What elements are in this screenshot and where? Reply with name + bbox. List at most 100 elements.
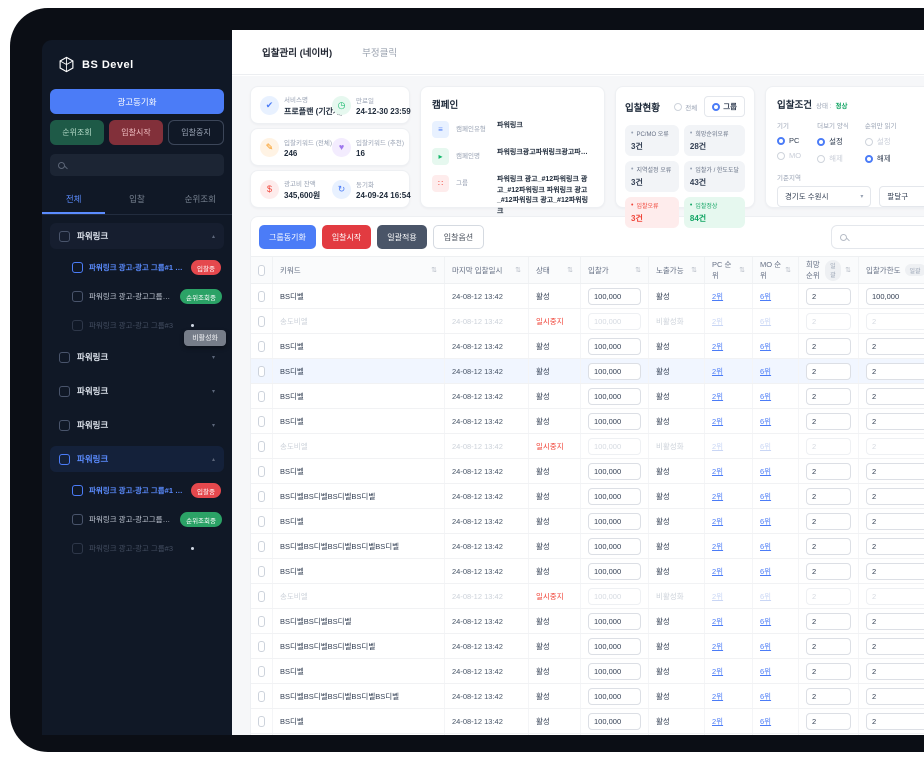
row-checkbox[interactable] xyxy=(258,615,265,627)
bid-price-input[interactable] xyxy=(588,537,641,555)
chevron-down-icon[interactable]: ▾ xyxy=(211,354,215,361)
bid-price-input[interactable] xyxy=(588,487,641,505)
row-checkbox[interactable] xyxy=(258,315,265,327)
mo-rank-link[interactable]: 6위 xyxy=(760,466,772,476)
bid-limit-input[interactable] xyxy=(866,637,924,655)
pc-rank-link[interactable]: 2위 xyxy=(712,491,724,501)
row-checkbox[interactable] xyxy=(258,340,265,352)
mo-rank-link[interactable]: 6위 xyxy=(760,291,772,301)
bid-limit-input[interactable] xyxy=(866,537,924,555)
mo-rank-link[interactable]: 6위 xyxy=(760,416,772,426)
region-district-select[interactable]: 팔달구 xyxy=(879,186,924,207)
table-search-input[interactable] xyxy=(831,225,924,249)
bid-limit-input[interactable] xyxy=(866,712,924,730)
radio-group[interactable]: 그룹 xyxy=(704,96,745,117)
row-checkbox[interactable] xyxy=(258,640,265,652)
pc-rank-link[interactable]: 2위 xyxy=(712,516,724,526)
tab-bid[interactable]: 입찰 xyxy=(129,194,145,204)
bid-option-button[interactable]: 입찰옵션 xyxy=(432,225,485,249)
mo-rank-link[interactable]: 6위 xyxy=(760,616,772,626)
desired-rank-input[interactable] xyxy=(806,312,851,330)
bid-limit-input[interactable] xyxy=(866,512,924,530)
pc-rank-link[interactable]: 2위 xyxy=(712,666,724,676)
tree-group[interactable]: 파워링크 ▾ xyxy=(50,344,224,370)
pc-rank-link[interactable]: 2위 xyxy=(712,291,724,301)
desired-rank-input[interactable] xyxy=(806,687,851,705)
pc-rank-link[interactable]: 2위 xyxy=(712,591,724,601)
pc-rank-link[interactable]: 2위 xyxy=(712,416,724,426)
select-all-checkbox[interactable] xyxy=(258,264,265,276)
row-checkbox[interactable] xyxy=(258,390,265,402)
mo-rank-link[interactable]: 6위 xyxy=(760,541,772,551)
bid-limit-input[interactable] xyxy=(866,687,924,705)
group-checkbox[interactable] xyxy=(59,230,70,242)
mo-rank-link[interactable]: 6위 xyxy=(760,316,772,326)
pc-rank-link[interactable]: 2위 xyxy=(712,366,724,376)
ad-sync-button[interactable]: 광고동기화 xyxy=(50,89,224,114)
sort-icon[interactable]: ⇅ xyxy=(845,267,851,274)
radio-unset[interactable]: 해제 xyxy=(864,153,897,164)
mo-rank-link[interactable]: 6위 xyxy=(760,591,772,601)
desired-rank-input[interactable] xyxy=(806,712,851,730)
radio-pc[interactable]: PC xyxy=(777,136,801,145)
bid-limit-input[interactable] xyxy=(866,487,924,505)
bulk-apply-button[interactable]: 일괄적용 xyxy=(377,225,427,249)
row-checkbox[interactable] xyxy=(258,715,265,727)
tree-item[interactable]: 파워링크 광고-광고그룹#2 파워링크... 순위조회중 xyxy=(72,505,222,534)
item-checkbox[interactable] xyxy=(72,514,83,525)
mo-rank-link[interactable]: 6위 xyxy=(760,716,772,726)
bid-price-input[interactable] xyxy=(588,287,641,305)
pc-rank-link[interactable]: 2위 xyxy=(712,341,724,351)
group-sync-button[interactable]: 그룹동기화 xyxy=(259,225,316,249)
desired-rank-input[interactable] xyxy=(806,362,851,380)
mo-rank-link[interactable]: 6위 xyxy=(760,441,772,451)
mo-rank-link[interactable]: 6위 xyxy=(760,666,772,676)
bid-limit-input[interactable] xyxy=(866,612,924,630)
row-checkbox[interactable] xyxy=(258,665,265,677)
tree-item[interactable]: 파워링크 광고-광고 그룹#1 파워링크... 입찰중 xyxy=(72,253,222,282)
bid-price-input[interactable] xyxy=(588,337,641,355)
pc-rank-link[interactable]: 2위 xyxy=(712,466,724,476)
chevron-down-icon[interactable]: ▾ xyxy=(211,422,215,429)
row-checkbox[interactable] xyxy=(258,415,265,427)
chevron-up-icon[interactable]: ▴ xyxy=(211,456,215,463)
bid-limit-input[interactable] xyxy=(866,462,924,480)
mo-rank-link[interactable]: 6위 xyxy=(760,391,772,401)
desired-rank-input[interactable] xyxy=(806,512,851,530)
sort-icon[interactable]: ⇅ xyxy=(635,267,641,274)
bid-limit-input[interactable] xyxy=(866,662,924,680)
chevron-up-icon[interactable]: ▴ xyxy=(211,233,215,240)
bid-price-input[interactable] xyxy=(588,387,641,405)
pc-rank-link[interactable]: 2위 xyxy=(712,641,724,651)
bid-limit-input[interactable] xyxy=(866,387,924,405)
tree-item[interactable]: 파워링크 광고-광고그룹#2 파워링크... 순위조회중 xyxy=(72,282,222,311)
mo-rank-link[interactable]: 6위 xyxy=(760,516,772,526)
tree-group[interactable]: 파워링크 ▾ xyxy=(50,378,224,404)
tree-group-active[interactable]: 파워링크 ▴ xyxy=(50,446,224,472)
pc-rank-link[interactable]: 2위 xyxy=(712,541,724,551)
item-checkbox[interactable] xyxy=(72,485,83,496)
bid-price-input[interactable] xyxy=(588,412,641,430)
pc-rank-link[interactable]: 2위 xyxy=(712,616,724,626)
tree-item[interactable]: 파워링크 광고-광고 그룹#1 파워링크... 입찰중 xyxy=(72,476,222,505)
bid-stop-button[interactable]: 입찰중지 xyxy=(168,120,224,145)
bid-price-input[interactable] xyxy=(588,662,641,680)
bid-price-input[interactable] xyxy=(588,612,641,630)
bid-price-input[interactable] xyxy=(588,312,641,330)
sort-icon[interactable]: ⇅ xyxy=(691,267,697,274)
mo-rank-link[interactable]: 6위 xyxy=(760,491,772,501)
sort-icon[interactable]: ⇅ xyxy=(431,267,437,274)
desired-rank-input[interactable] xyxy=(806,662,851,680)
region-city-select[interactable]: 경기도 수원시 ▾ xyxy=(777,186,872,207)
group-checkbox[interactable] xyxy=(59,419,70,431)
group-checkbox[interactable] xyxy=(59,351,70,363)
tree-item-disabled[interactable]: 파워링크 광고-광고 그룹#3 xyxy=(72,534,222,563)
bid-price-input[interactable] xyxy=(588,437,641,455)
mo-rank-link[interactable]: 6위 xyxy=(760,366,772,376)
sort-icon[interactable]: ⇅ xyxy=(515,267,521,274)
bid-start-button[interactable]: 입찰시작 xyxy=(109,120,163,145)
tree-group[interactable]: 파워링크 ▾ xyxy=(50,412,224,438)
desired-rank-input[interactable] xyxy=(806,587,851,605)
row-checkbox[interactable] xyxy=(258,565,265,577)
radio-all[interactable]: 전체 xyxy=(674,102,697,112)
